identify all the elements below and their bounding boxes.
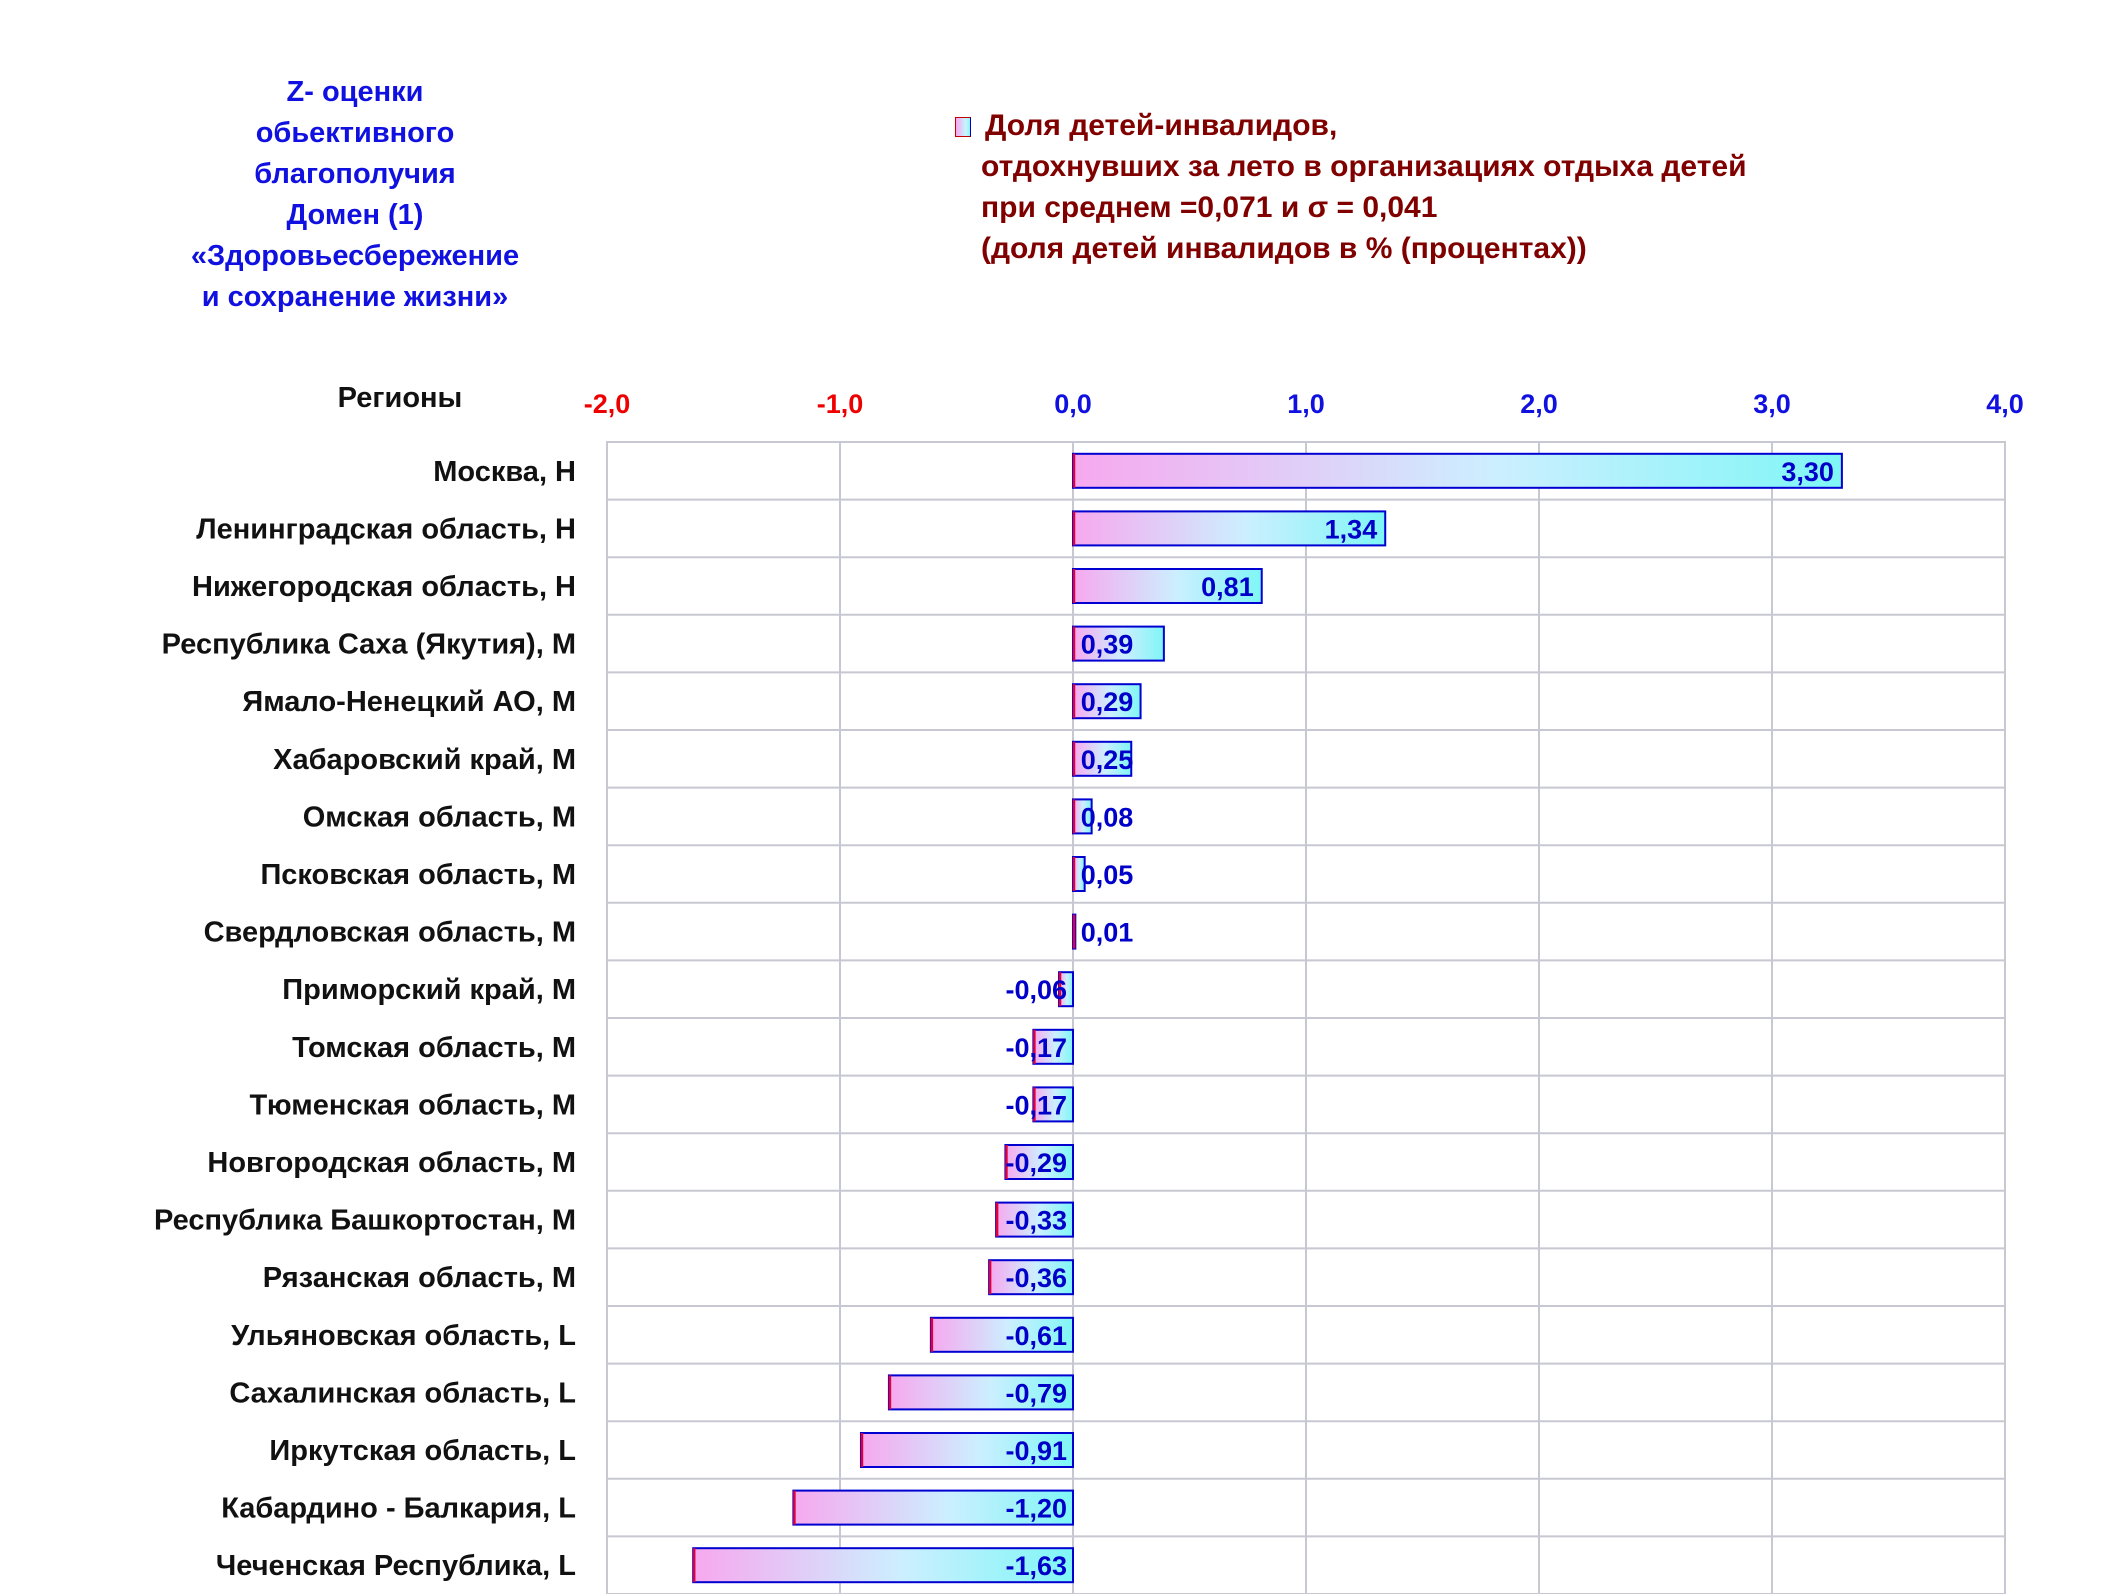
value-label: -0,17	[1005, 1090, 1067, 1120]
domain-title-line: и сохранение жизни»	[201, 281, 509, 313]
value-label: -1,20	[1005, 1494, 1067, 1524]
legend: Доля детей-инвалидов, отдохнувших за лет…	[955, 105, 1747, 269]
domain-title-line: Z- оценки	[286, 76, 424, 108]
category-label: Хабаровский край, M	[273, 744, 576, 776]
category-label: Ленинградская область, H	[196, 513, 576, 545]
category-label: Псковская область, M	[260, 859, 576, 891]
domain-title-line: благополучия	[254, 158, 456, 190]
value-label: -0,29	[1005, 1148, 1067, 1178]
category-label: Республика Саха (Якутия), M	[162, 629, 576, 661]
x-tick-label: 0,0	[1054, 389, 1092, 419]
value-label: 0,01	[1081, 918, 1134, 948]
value-label: -0,36	[1005, 1263, 1067, 1293]
labels: -2,0 -1,0 0,0 1,0 2,0 3,0 4,0 Регионы Москва, H 3…	[154, 382, 2024, 1582]
legend-line-2: отдохнувших за лето в организациях отдых…	[981, 150, 1747, 183]
x-tick-label: -2,0	[584, 389, 631, 419]
category-label: Омская область, M	[303, 801, 576, 833]
bar	[1072, 568, 1263, 604]
value-label: -0,06	[1005, 975, 1067, 1005]
category-label: Республика Башкортостан, M	[154, 1205, 576, 1237]
value-label: -0,33	[1005, 1206, 1067, 1236]
value-label: 0,29	[1081, 687, 1134, 717]
value-label: 3,30	[1781, 457, 1834, 487]
category-label: Рязанская область, M	[263, 1262, 576, 1294]
bar	[988, 1259, 1074, 1296]
category-label: Томская область, M	[292, 1032, 576, 1064]
category-axis-title: Регионы	[338, 382, 463, 414]
value-label: 0,39	[1081, 630, 1134, 660]
category-label: Сахалинская область, L	[229, 1377, 576, 1409]
legend-line-3: при среднем =0,071 и σ = 0,041	[981, 191, 1438, 224]
bar	[929, 1316, 1074, 1353]
grid	[606, 441, 2006, 1594]
category-label: Новгородская область, M	[207, 1147, 576, 1179]
value-label: -0,17	[1005, 1033, 1067, 1063]
bar	[1072, 683, 1142, 720]
category-label: Ямало-Ненецкий АО, M	[242, 686, 576, 718]
category-label: Чеченская Республика, L	[216, 1550, 576, 1582]
category-label: Кабардино - Балкария, L	[221, 1493, 576, 1525]
domain-title-line: Домен (1)	[286, 199, 424, 231]
x-tick-label: -1,0	[817, 389, 864, 419]
value-label: -0,91	[1005, 1436, 1067, 1466]
category-label: Нижегородская область, H	[192, 571, 576, 603]
category-label: Ульяновская область, L	[231, 1320, 576, 1352]
category-label: Свердловская область, M	[204, 917, 576, 949]
category-label: Тюменская область, M	[250, 1089, 576, 1121]
x-tick-label: 3,0	[1753, 389, 1791, 419]
legend-entry: Доля детей-инвалидов,	[955, 105, 1747, 146]
value-label: 0,08	[1081, 802, 1134, 832]
bar	[792, 1489, 1075, 1526]
category-label: Москва, H	[433, 456, 576, 488]
category-label: Приморский край, M	[282, 974, 576, 1006]
x-tick-label: 2,0	[1520, 389, 1558, 419]
bar	[1072, 452, 1843, 489]
value-label: 1,34	[1325, 514, 1378, 544]
value-label: -0,61	[1005, 1321, 1067, 1351]
bar	[1072, 510, 1387, 547]
bar	[1072, 740, 1133, 777]
domain-title-line: «Здоровьесбережение	[190, 240, 520, 272]
value-label: 0,25	[1081, 745, 1134, 775]
value-label: 0,05	[1081, 860, 1134, 890]
value-label: -1,63	[1005, 1551, 1067, 1581]
category-label: Иркутская область, L	[269, 1435, 576, 1467]
legend-line-1: Доля детей-инвалидов,	[985, 109, 1338, 142]
legend-swatch	[955, 117, 971, 137]
domain-title: Z- оценки обьективного благополучия Домен (…	[155, 72, 555, 318]
legend-line-4: (доля детей инвалидов в % (процентах))	[981, 232, 1587, 265]
x-tick-label: 1,0	[1287, 389, 1325, 419]
domain-title-line: обьективного	[255, 117, 455, 149]
x-tick-label: 4,0	[1986, 389, 2024, 419]
value-label: -0,79	[1005, 1378, 1067, 1408]
bars	[692, 452, 1843, 1584]
value-label: 0,81	[1201, 572, 1254, 602]
